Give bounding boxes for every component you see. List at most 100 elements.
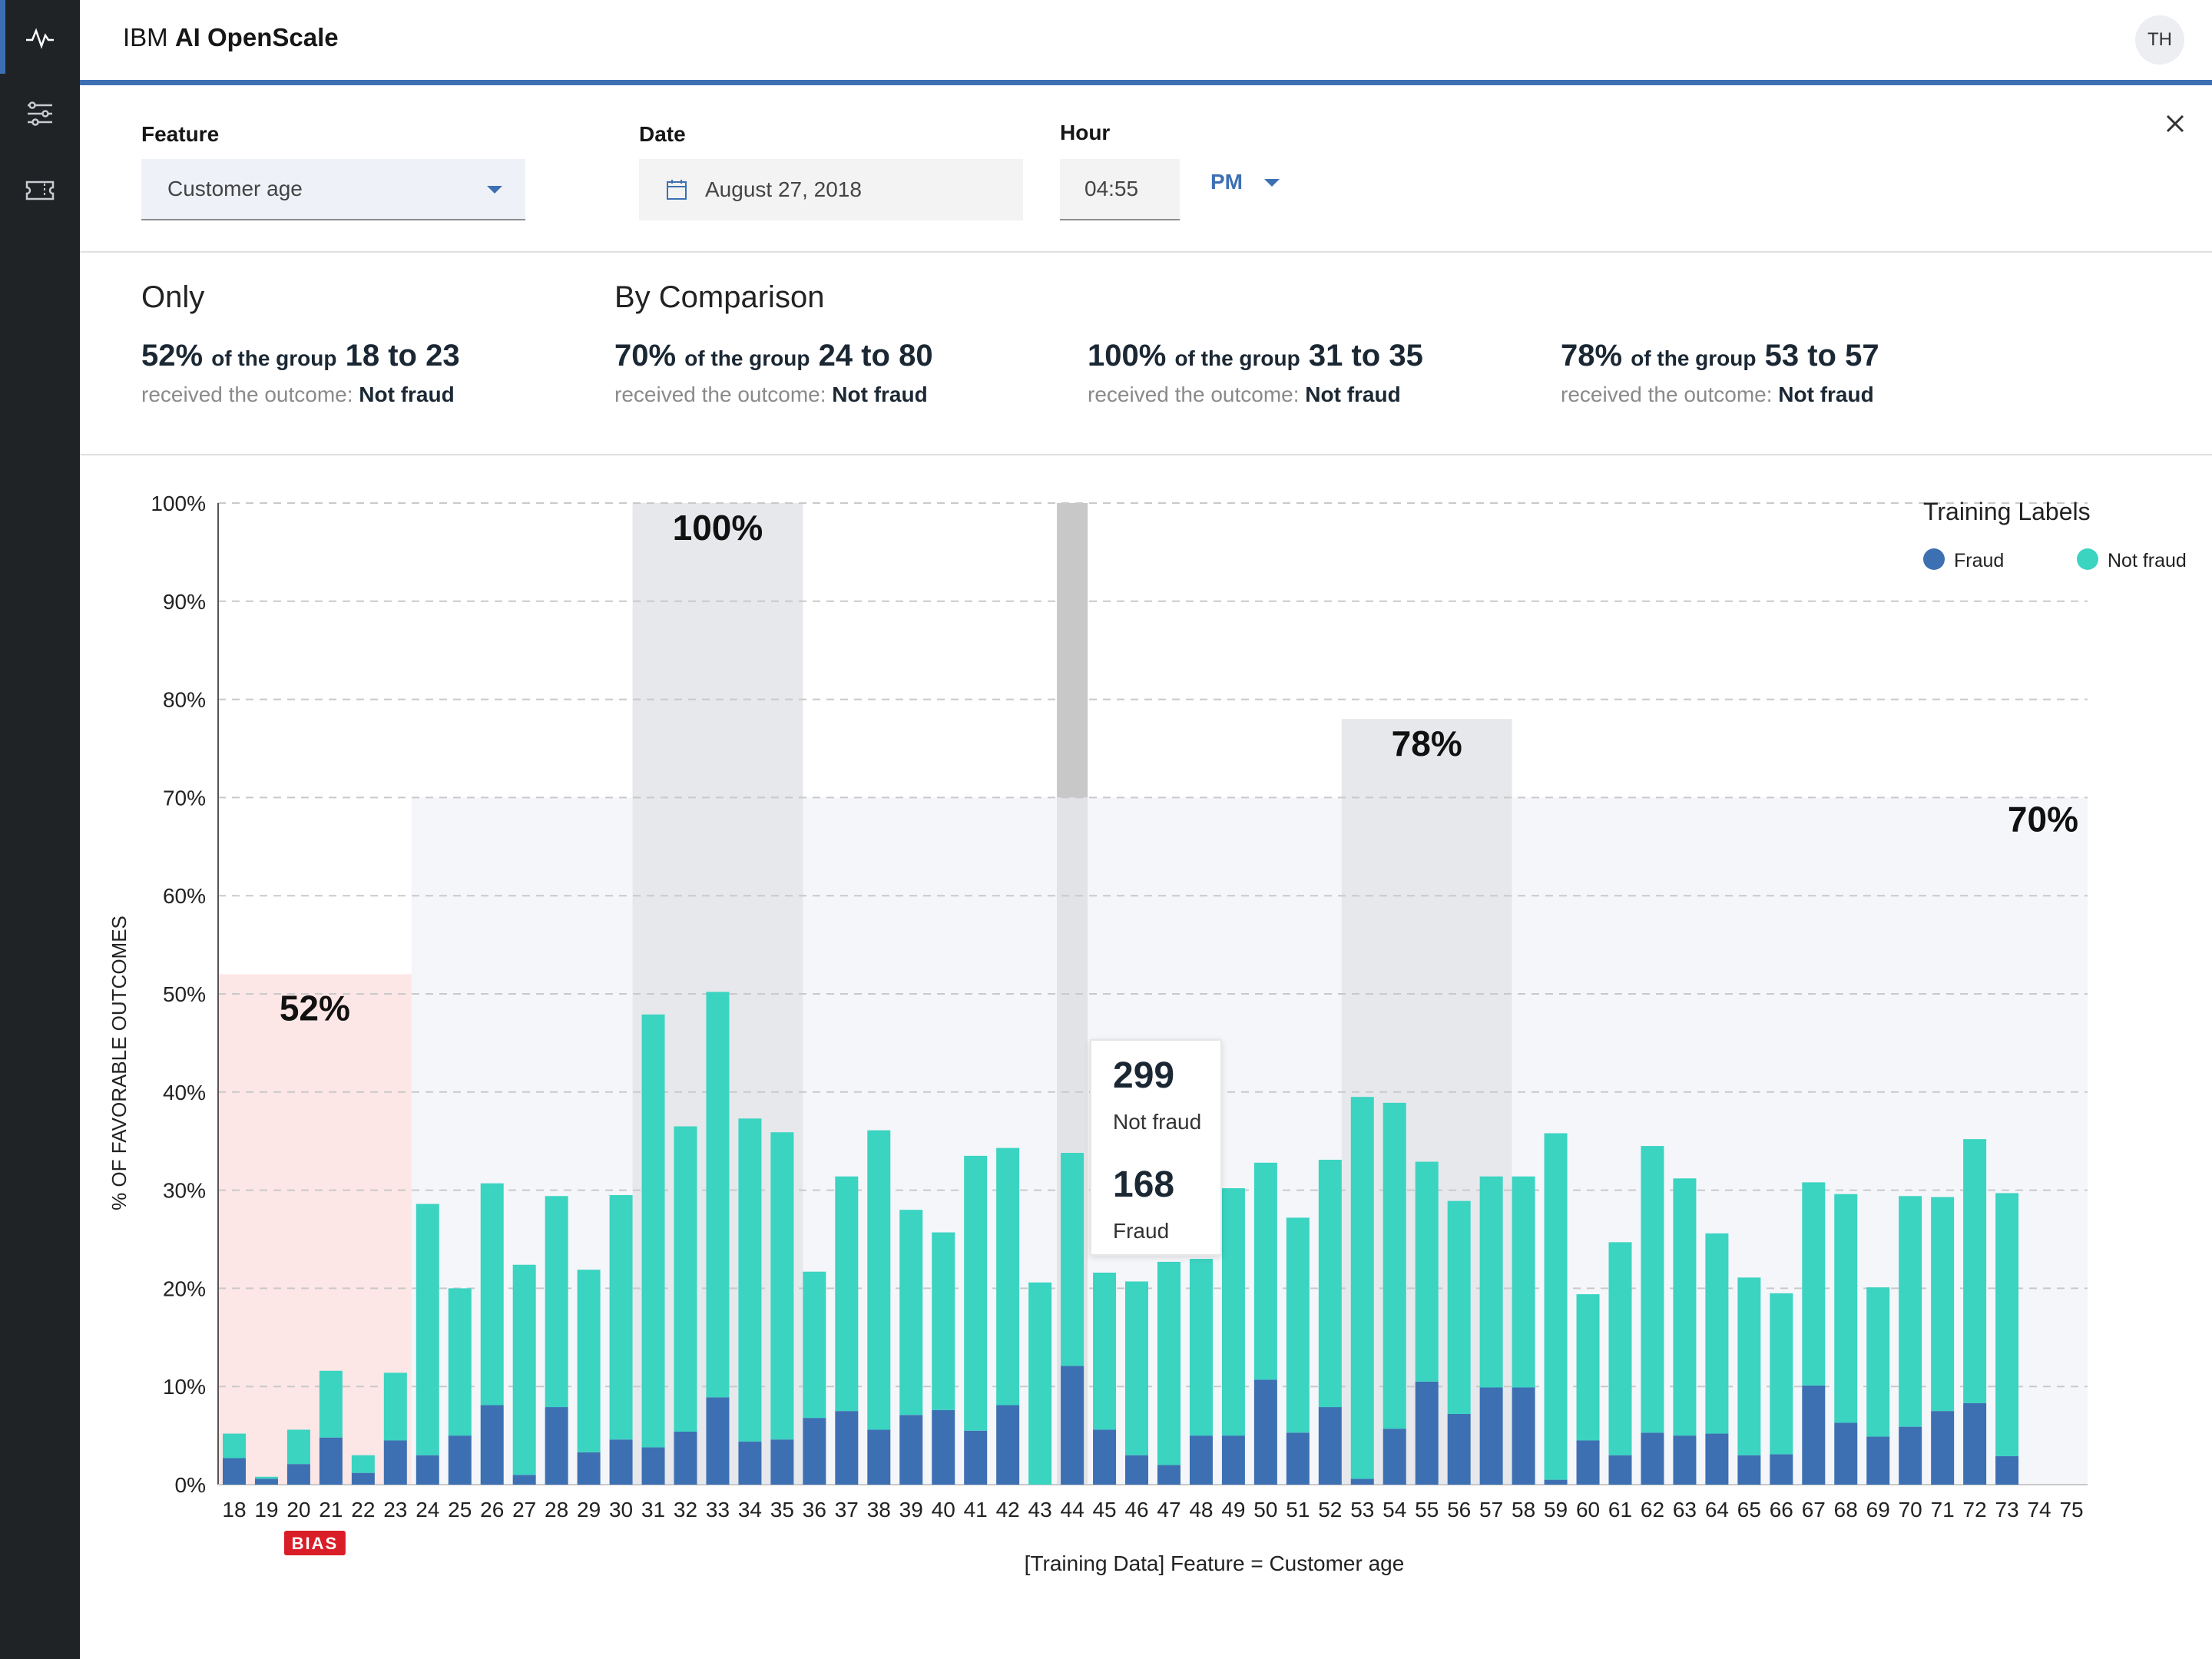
bar-not-fraud: [1544, 1133, 1568, 1480]
bar-not-fraud: [545, 1196, 568, 1408]
stat-pct: 100%: [1088, 339, 1167, 373]
feature-label: Feature: [141, 122, 220, 146]
bar-not-fraud: [1447, 1200, 1471, 1414]
bar-not-fraud: [706, 992, 730, 1398]
bar-not-fraud: [1189, 1259, 1213, 1436]
x-tick-label: 48: [1189, 1498, 1213, 1522]
period-value: PM: [1210, 170, 1243, 194]
reference-group-label: 70%: [2008, 799, 2078, 839]
bar-not-fraud: [738, 1118, 762, 1442]
bar-not-fraud: [480, 1183, 504, 1406]
x-tick-label: 68: [1834, 1498, 1858, 1522]
bar-not-fraud: [1382, 1102, 1406, 1429]
y-tick-label: 70%: [163, 786, 206, 810]
date-picker[interactable]: August 27, 2018: [639, 159, 1023, 220]
selected-column-highlight: [1057, 503, 1088, 798]
x-tick-label: 66: [1770, 1498, 1793, 1522]
tooltip-label-fraud: Fraud: [1113, 1219, 1170, 1243]
x-tick-label: 59: [1544, 1498, 1568, 1522]
x-tick-label: 18: [222, 1498, 246, 1522]
bar-fraud: [1253, 1379, 1277, 1485]
stat-received: received the outcome:: [1561, 382, 1773, 406]
stat-outcome: Not fraud: [1305, 382, 1401, 406]
bar-fraud: [512, 1475, 536, 1485]
bar-fraud: [1899, 1426, 1922, 1485]
x-tick-label: 29: [577, 1498, 601, 1522]
x-axis-title: [Training Data] Feature = Customer age: [1025, 1551, 1405, 1575]
bar-not-fraud: [1737, 1277, 1761, 1455]
y-tick-label: 100%: [151, 492, 206, 515]
bar-not-fraud: [1028, 1282, 1052, 1485]
bar-fraud: [1350, 1479, 1374, 1485]
y-axis-title: % OF FAVORABLE OUTCOMES: [108, 916, 131, 1210]
bias-summary: Only By Comparison 52% of the group 18 t…: [80, 253, 2212, 455]
legend-label-not-fraud: Not fraud: [2108, 550, 2187, 571]
bar-fraud: [1221, 1435, 1245, 1485]
y-tick-label: 0%: [175, 1473, 206, 1497]
x-tick-label: 45: [1092, 1498, 1116, 1522]
bar-not-fraud: [1253, 1162, 1277, 1380]
bar-not-fraud: [577, 1270, 601, 1452]
period-select[interactable]: PM: [1210, 170, 1295, 208]
bar-not-fraud: [1415, 1161, 1439, 1382]
x-tick-label: 22: [351, 1498, 375, 1522]
date-label: Date: [639, 122, 686, 146]
x-tick-label: 61: [1608, 1498, 1632, 1522]
bar-not-fraud: [803, 1271, 826, 1419]
nav-activity-button[interactable]: [0, 0, 80, 74]
x-tick-label: 60: [1576, 1498, 1600, 1522]
bar-fraud: [1866, 1436, 1890, 1485]
stat-comparison-group-2: 100% of the group 31 to 35 received the …: [1088, 339, 1533, 407]
bias-badge-label: BIAS: [292, 1534, 339, 1553]
bar-not-fraud: [1608, 1242, 1632, 1455]
stat-of-group: of the group: [684, 346, 810, 370]
bar-not-fraud: [1479, 1176, 1503, 1388]
x-tick-label: 36: [803, 1498, 826, 1522]
bar-not-fraud: [1350, 1097, 1374, 1479]
bar-fraud: [383, 1440, 407, 1485]
bar-not-fraud: [1641, 1146, 1664, 1433]
bar-fraud: [416, 1455, 439, 1485]
bar-not-fraud: [1221, 1188, 1245, 1436]
stat-pct: 70%: [614, 339, 677, 373]
bar-not-fraud: [1157, 1261, 1181, 1465]
bar-not-fraud: [1866, 1287, 1890, 1437]
bar-not-fraud: [1512, 1176, 1535, 1388]
bar-not-fraud: [1931, 1197, 1955, 1412]
legend-swatch-fraud: [1923, 548, 1945, 570]
bar-fraud: [1512, 1387, 1535, 1485]
close-icon[interactable]: [2164, 113, 2186, 134]
x-tick-label: 34: [738, 1498, 762, 1522]
sliders-icon: [28, 101, 52, 126]
x-tick-label: 74: [2027, 1498, 2051, 1522]
x-tick-label: 64: [1705, 1498, 1729, 1522]
bar-fraud: [1447, 1413, 1471, 1485]
bar-fraud: [1995, 1455, 2019, 1485]
y-tick-label: 50%: [163, 982, 206, 1006]
nav-configure-button[interactable]: [0, 77, 80, 151]
x-tick-label: 19: [254, 1498, 278, 1522]
bar-fraud: [932, 1409, 955, 1485]
feature-select[interactable]: Customer age: [141, 159, 525, 220]
x-tick-label: 25: [448, 1498, 472, 1522]
x-tick-label: 63: [1673, 1498, 1697, 1522]
chevron-down-icon: [1264, 179, 1280, 187]
x-tick-label: 32: [674, 1498, 697, 1522]
user-avatar[interactable]: TH: [2135, 15, 2184, 65]
y-tick-label: 40%: [163, 1081, 206, 1104]
chevron-down-icon: [487, 186, 502, 194]
stat-outcome: Not fraud: [832, 382, 928, 406]
bar-not-fraud: [448, 1288, 472, 1436]
stat-comparison-group-1: 70% of the group 24 to 80 received the o…: [614, 339, 1060, 407]
comparison-heading: By Comparison: [614, 280, 825, 314]
bar-fraud: [1157, 1465, 1181, 1485]
x-tick-label: 26: [480, 1498, 504, 1522]
nav-tickets-button[interactable]: [0, 154, 80, 227]
stat-outcome: Not fraud: [1778, 382, 1874, 406]
hour-input[interactable]: 04:55: [1060, 159, 1180, 220]
hour-value: 04:55: [1084, 177, 1139, 200]
x-tick-label: 71: [1931, 1498, 1955, 1522]
bar-fraud: [609, 1439, 633, 1485]
bar-fraud: [803, 1418, 826, 1485]
x-tick-label: 31: [641, 1498, 665, 1522]
